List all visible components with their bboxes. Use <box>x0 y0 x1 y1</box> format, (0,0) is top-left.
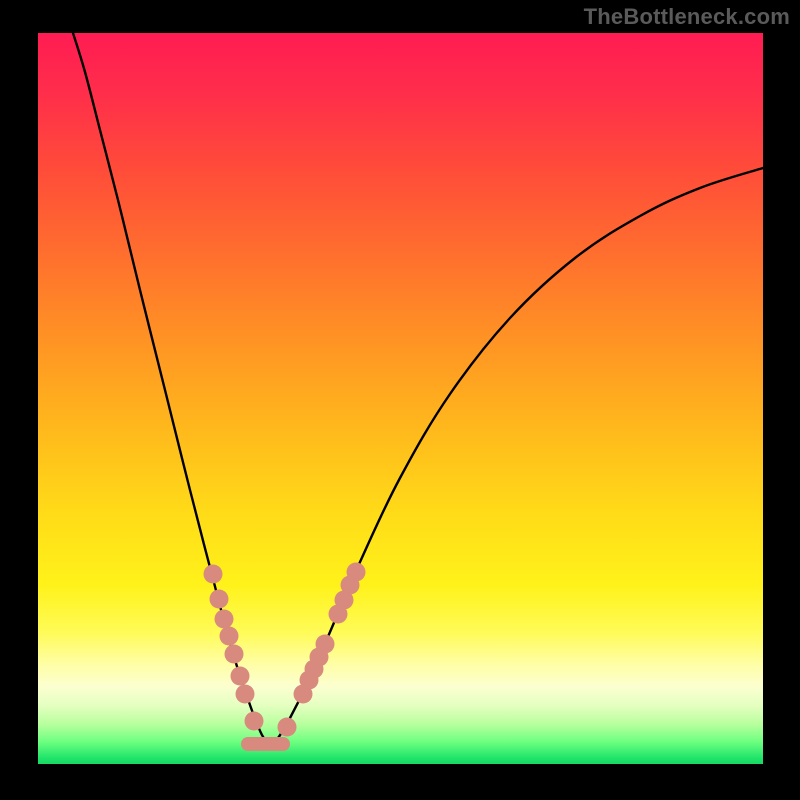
data-dot <box>236 685 255 704</box>
data-dot <box>278 718 297 737</box>
chart-svg <box>0 0 800 800</box>
data-dot <box>210 590 229 609</box>
chart-root: TheBottleneck.com <box>0 0 800 800</box>
data-dot <box>231 667 250 686</box>
data-dot <box>215 610 234 629</box>
plot-background <box>38 33 763 764</box>
watermark-text: TheBottleneck.com <box>584 4 790 30</box>
data-dot <box>245 712 264 731</box>
data-dot <box>316 635 335 654</box>
data-dot <box>347 563 366 582</box>
data-dot <box>220 627 239 646</box>
data-dot <box>225 645 244 664</box>
data-dot <box>204 565 223 584</box>
